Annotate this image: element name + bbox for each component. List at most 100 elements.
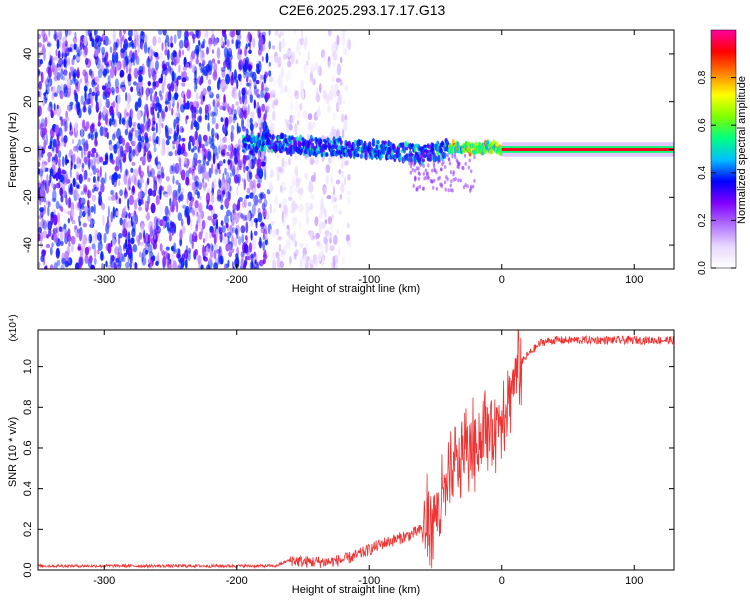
heatmap-cell <box>283 204 288 215</box>
heatmap-cell <box>260 161 266 167</box>
heatmap-cell <box>274 195 278 207</box>
heatmap-cell <box>265 105 270 113</box>
heatmap-cell <box>205 245 209 254</box>
heatmap-cell <box>92 164 95 170</box>
heatmap-cell <box>44 265 48 269</box>
heatmap-cell <box>429 155 433 160</box>
heatmap-cell <box>40 71 44 84</box>
heatmap-cell <box>199 115 203 122</box>
heatmap-cell <box>88 68 93 76</box>
heatmap-cell <box>195 44 200 56</box>
heatmap-cell <box>341 34 346 46</box>
heatmap-cell <box>206 46 209 55</box>
heatmap-cell <box>232 203 237 211</box>
heatmap-cell <box>443 152 447 159</box>
heatmap-cell <box>57 58 63 65</box>
heatmap-cell <box>241 253 244 262</box>
heatmap-cell <box>123 149 127 157</box>
heatmap-cell <box>148 72 151 79</box>
heatmap-cell <box>172 194 178 207</box>
heatmap-cell <box>94 30 98 36</box>
heatmap-cell <box>104 154 109 165</box>
heatmap-cell <box>319 138 323 145</box>
heatmap-cell <box>61 47 64 53</box>
heatmap-cell <box>120 36 124 42</box>
heatmap-cell <box>117 149 122 159</box>
heatmap-cell <box>125 261 130 269</box>
heatmap-cell <box>152 134 154 143</box>
heatmap-cell <box>118 154 122 165</box>
heatmap-cell <box>180 188 185 194</box>
heatmap-cell <box>43 196 47 203</box>
heatmap-cell <box>260 227 266 234</box>
heatmap-cell <box>59 174 64 183</box>
heatmap-cell <box>208 37 213 47</box>
heatmap-cell <box>220 204 224 211</box>
heatmap-cell <box>170 98 174 104</box>
heatmap-cell <box>240 225 246 234</box>
heatmap-cell <box>241 149 245 153</box>
heatmap-cell <box>211 58 216 64</box>
heatmap-cell <box>231 234 234 246</box>
heatmap-cell <box>52 214 58 226</box>
heatmap-cell <box>194 189 200 195</box>
heatmap-cell <box>66 30 72 36</box>
heatmap-cell <box>325 152 329 157</box>
heatmap-cell <box>307 113 313 121</box>
heatmap-cell <box>250 111 255 119</box>
spectrogram-y-label: Frequency (Hz) <box>7 112 19 188</box>
heatmap-cell <box>232 91 238 100</box>
heatmap-cell <box>302 227 306 238</box>
heatmap-cell <box>201 50 204 58</box>
heatmap-cell <box>253 230 258 236</box>
heatmap-cell <box>331 260 336 269</box>
heatmap-cell <box>333 234 338 245</box>
heatmap-cell <box>87 189 90 199</box>
heatmap-cell <box>63 86 68 98</box>
heatmap-cell <box>212 177 217 189</box>
heatmap-cell <box>125 65 129 74</box>
heatmap-cell <box>228 115 233 125</box>
heatmap-cell <box>169 127 173 135</box>
heatmap-cell <box>82 222 88 228</box>
heatmap-cell <box>174 162 180 175</box>
heatmap-cell <box>211 244 214 252</box>
y-tick-label: 0.4 <box>22 481 34 496</box>
heatmap-cell <box>55 144 59 155</box>
heatmap-cell <box>218 226 221 235</box>
heatmap-cell <box>172 163 176 175</box>
heatmap-cell <box>363 140 367 148</box>
heatmap-cell <box>192 156 196 169</box>
heatmap-cell <box>226 209 231 217</box>
heatmap-cell <box>75 99 79 110</box>
heatmap-cell <box>64 177 68 186</box>
heatmap-cell <box>51 182 55 189</box>
heatmap-cell <box>134 101 139 112</box>
heatmap-cell <box>427 154 431 159</box>
heatmap-cell <box>212 49 214 54</box>
heatmap-cell <box>175 248 181 254</box>
heatmap-cell <box>233 86 238 92</box>
heatmap-cell <box>319 241 324 251</box>
heatmap-cell <box>226 231 232 239</box>
heatmap-cell <box>69 167 72 179</box>
heatmap-cell <box>319 203 325 214</box>
y-tick-label: 1.0 <box>22 359 34 374</box>
heatmap-cell <box>153 234 156 240</box>
heatmap-cell <box>137 44 140 53</box>
heatmap-cell <box>54 30 57 42</box>
heatmap-cell <box>119 69 125 78</box>
heatmap-cell <box>149 259 153 269</box>
heatmap-cell <box>278 40 282 53</box>
heatmap-cell <box>162 255 167 267</box>
heatmap-cell <box>159 243 163 252</box>
heatmap-cell <box>163 75 167 87</box>
heatmap-cell <box>243 178 246 191</box>
heatmap-cell <box>98 191 102 196</box>
heatmap-cell <box>234 212 240 224</box>
heatmap-cell <box>147 80 151 87</box>
heatmap-cell <box>91 91 96 97</box>
heatmap-cell <box>207 112 210 121</box>
heatmap-cell <box>98 98 102 111</box>
